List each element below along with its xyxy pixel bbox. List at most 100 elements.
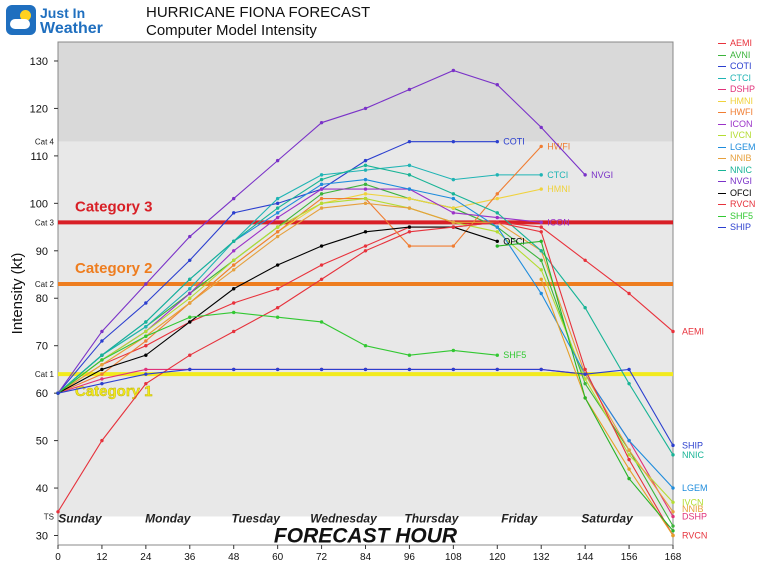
x-tick-label: 60 xyxy=(272,552,284,563)
data-point xyxy=(232,249,236,253)
data-point xyxy=(100,372,104,376)
data-point xyxy=(144,381,148,386)
series-end-label: CTCI xyxy=(547,170,568,180)
legend-label: IVCN xyxy=(730,130,752,140)
legend-item: AEMI xyxy=(718,38,780,50)
legend-item: NNIC xyxy=(718,165,780,177)
series-end-label: ICON xyxy=(547,217,570,227)
legend-item: IVCN xyxy=(718,130,780,142)
intensity-chart: Category 1 Category 2 Category 3 TS Cat 1 Cat… xyxy=(9,41,708,563)
data-point xyxy=(451,177,456,182)
legend-swatch xyxy=(718,146,726,148)
series-end-label: NNIC xyxy=(682,450,704,460)
data-point xyxy=(100,377,104,381)
x-tick-label: 144 xyxy=(577,552,594,563)
legend-label: NNIC xyxy=(730,164,752,175)
data-point xyxy=(232,263,236,267)
data-point xyxy=(275,306,280,310)
data-point xyxy=(671,514,675,519)
data-point xyxy=(363,367,368,372)
legend-swatch xyxy=(718,54,726,56)
data-point xyxy=(539,277,543,281)
data-point xyxy=(144,334,148,338)
data-point xyxy=(275,367,280,372)
data-point xyxy=(407,230,412,234)
y-tick-label: 60 xyxy=(36,388,48,400)
series-end-label: IVCN xyxy=(682,497,704,507)
data-point xyxy=(407,173,412,177)
data-point xyxy=(275,225,280,229)
series-end-label: RVCN xyxy=(682,531,707,541)
y-tick-label: 110 xyxy=(30,151,48,163)
data-point xyxy=(407,367,412,372)
category-marker-label: Cat 3 xyxy=(35,218,55,227)
legend-item: ICON xyxy=(718,119,780,131)
legend-item: RVCN xyxy=(718,199,780,211)
legend-item: HMNI xyxy=(718,96,780,108)
x-tick-label: 36 xyxy=(184,552,196,563)
data-point xyxy=(671,529,675,533)
data-point xyxy=(319,192,324,196)
day-label: Tuesday xyxy=(231,512,281,526)
legend-item: AVNI xyxy=(718,50,780,62)
day-label: Sunday xyxy=(58,512,103,526)
legend-swatch xyxy=(718,204,726,205)
legend-label: HWFI xyxy=(730,107,753,117)
data-point xyxy=(363,192,368,196)
data-point xyxy=(627,381,631,386)
data-point xyxy=(144,367,148,372)
day-label: Wednesday xyxy=(310,512,378,526)
data-point xyxy=(188,315,192,319)
series-end-label: DSHP xyxy=(682,512,707,522)
data-point xyxy=(451,220,456,225)
data-point xyxy=(539,220,543,225)
y-tick-label: 30 xyxy=(36,531,48,543)
x-tick-label: 72 xyxy=(316,552,328,563)
data-point xyxy=(363,201,368,206)
data-point xyxy=(583,377,587,381)
x-tick-label: 84 xyxy=(360,552,372,563)
data-point xyxy=(100,438,104,443)
data-point xyxy=(232,301,236,305)
data-point xyxy=(495,196,499,201)
day-label: Friday xyxy=(501,512,538,526)
legend-item: LGEM xyxy=(718,142,780,154)
data-point xyxy=(188,291,192,296)
data-point xyxy=(100,362,104,367)
plot-band-below-ts xyxy=(58,516,673,545)
data-point xyxy=(539,239,543,244)
legend-label: SHF5 xyxy=(730,210,754,221)
data-point xyxy=(451,206,456,210)
data-point xyxy=(188,353,192,357)
data-point xyxy=(451,367,456,372)
x-tick-label: 0 xyxy=(55,552,61,563)
data-point xyxy=(188,301,192,305)
data-point xyxy=(363,177,368,182)
data-point xyxy=(319,367,324,372)
data-point xyxy=(100,358,104,362)
data-point xyxy=(495,225,499,229)
data-point xyxy=(319,320,324,324)
data-point xyxy=(671,524,675,528)
data-point xyxy=(232,239,236,244)
day-label: Saturday xyxy=(581,512,634,526)
data-point xyxy=(363,106,368,111)
legend-label: AEMI xyxy=(730,38,753,48)
data-point xyxy=(583,306,587,310)
legend-label: AVNI xyxy=(730,49,751,60)
data-point xyxy=(100,353,104,357)
data-point xyxy=(232,268,236,272)
data-point xyxy=(627,476,631,481)
data-point xyxy=(100,339,104,343)
data-point xyxy=(319,277,324,281)
legend-label: DSHP xyxy=(730,84,756,94)
data-point xyxy=(407,196,412,201)
legend-swatch xyxy=(718,135,726,136)
legend-swatch xyxy=(718,43,726,44)
data-point xyxy=(627,291,631,296)
data-point xyxy=(539,173,543,177)
data-point xyxy=(671,510,675,514)
data-point xyxy=(407,244,412,248)
series-end-label: HMNI xyxy=(547,184,570,194)
data-point xyxy=(671,533,675,538)
